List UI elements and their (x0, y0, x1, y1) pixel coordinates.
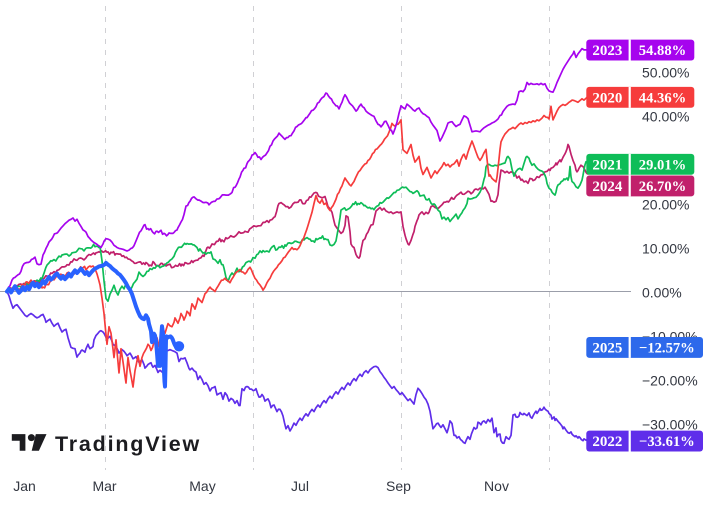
svg-text:40.00%: 40.00% (642, 108, 689, 124)
svg-text:−20.00%: −20.00% (642, 372, 698, 388)
svg-text:0.00%: 0.00% (642, 284, 682, 300)
svg-text:−30.00%: −30.00% (642, 416, 698, 432)
svg-text:54.88%: 54.88% (639, 43, 686, 59)
svg-text:26.70%: 26.70% (639, 179, 686, 195)
svg-text:2024: 2024 (592, 179, 623, 195)
svg-text:2023: 2023 (592, 43, 622, 59)
svg-text:Nov: Nov (484, 478, 509, 494)
svg-text:10.00%: 10.00% (642, 240, 689, 256)
svg-text:2020: 2020 (592, 90, 622, 106)
svg-text:2022: 2022 (592, 434, 622, 450)
svg-text:2025: 2025 (592, 340, 622, 356)
svg-text:Mar: Mar (92, 478, 116, 494)
svg-text:TradingView: TradingView (55, 432, 201, 456)
svg-text:50.00%: 50.00% (642, 64, 689, 80)
svg-text:−33.61%: −33.61% (639, 434, 695, 450)
svg-text:20.00%: 20.00% (642, 196, 689, 212)
svg-text:Sep: Sep (386, 478, 411, 494)
svg-text:29.01%: 29.01% (639, 157, 686, 173)
svg-text:2021: 2021 (592, 157, 622, 173)
svg-text:Jul: Jul (291, 478, 309, 494)
svg-text:44.36%: 44.36% (639, 90, 686, 106)
svg-text:May: May (189, 478, 215, 494)
svg-text:−12.57%: −12.57% (639, 340, 695, 356)
svg-text:Jan: Jan (13, 478, 36, 494)
